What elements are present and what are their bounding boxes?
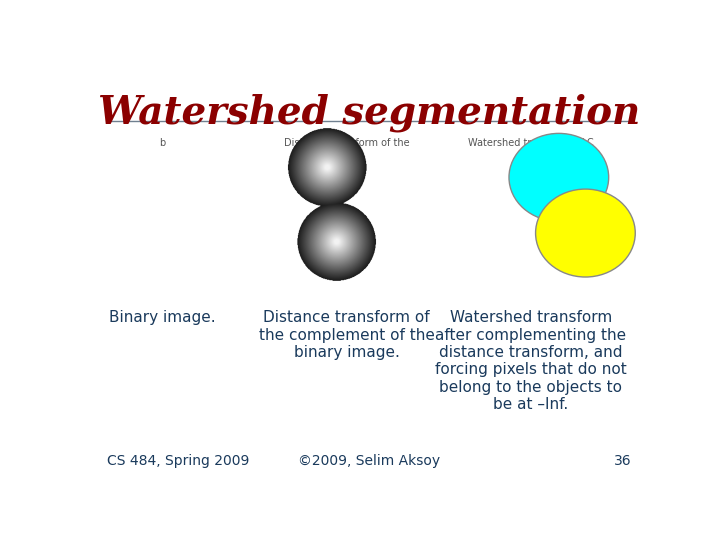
Text: Binary image.: Binary image.	[109, 310, 216, 325]
Text: 36: 36	[613, 454, 631, 468]
Text: b: b	[159, 138, 166, 147]
Text: CS 484, Spring 2009: CS 484, Spring 2009	[107, 454, 249, 468]
Text: Watershed transform of C: Watershed transform of C	[468, 138, 593, 147]
Text: Watershed segmentation: Watershed segmentation	[98, 94, 640, 132]
Text: Distance transform of the: Distance transform of the	[284, 138, 410, 147]
Text: Watershed transform
after complementing the
distance transform, and
forcing pixe: Watershed transform after complementing …	[435, 310, 626, 412]
Ellipse shape	[536, 189, 635, 277]
Text: ©2009, Selim Aksoy: ©2009, Selim Aksoy	[298, 454, 440, 468]
Text: Distance transform of
the complement of the
binary image.: Distance transform of the complement of …	[258, 310, 435, 360]
Ellipse shape	[509, 133, 608, 221]
